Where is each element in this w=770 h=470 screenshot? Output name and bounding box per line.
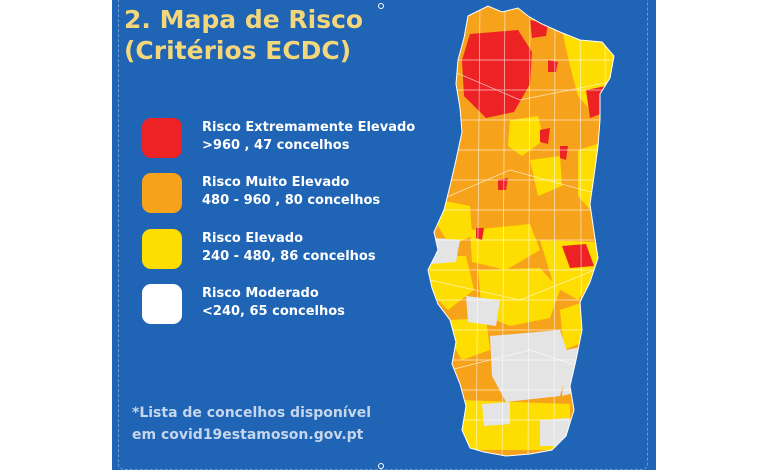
legend-label: Risco Muito Elevado bbox=[202, 175, 350, 190]
right-white-margin bbox=[656, 0, 770, 470]
risk-map-slide: 2. Mapa de Risco (Critérios ECDC) Risco … bbox=[112, 0, 656, 470]
region-extremamente-elevado-red bbox=[562, 244, 594, 268]
region-extremamente-elevado-red bbox=[560, 146, 568, 160]
region-yellow bbox=[478, 268, 560, 326]
legend-label: Risco Moderado bbox=[202, 286, 319, 301]
region-moderado-white bbox=[482, 402, 510, 426]
legend-item-moderado: Risco Moderado <240, 65 concelhos bbox=[142, 284, 442, 324]
footnote-line-2: em covid19estamoson.gov.pt bbox=[132, 427, 364, 443]
slide-subtitle: (Critérios ECDC) bbox=[124, 36, 352, 65]
region-yellow bbox=[438, 200, 472, 246]
legend-item-elevado: Risco Elevado 240 - 480, 86 concelhos bbox=[142, 229, 442, 269]
region-moderado-white bbox=[432, 238, 460, 264]
legend-label: Risco Elevado bbox=[202, 231, 304, 246]
legend-swatch-white bbox=[142, 284, 182, 324]
region-yellow bbox=[530, 156, 562, 196]
region-extremamente-elevado-red bbox=[540, 128, 550, 144]
region-yellow bbox=[470, 224, 540, 270]
portugal-outline bbox=[427, 5, 615, 457]
legend-range: <240, 65 concelhos bbox=[202, 304, 345, 319]
map-regions bbox=[428, 6, 614, 456]
legend-swatch-yellow bbox=[142, 229, 182, 269]
legend-swatch-red bbox=[142, 118, 182, 158]
frame-dot-bottom-icon bbox=[378, 463, 384, 469]
region-yellow bbox=[508, 116, 544, 156]
slide-title: 2. Mapa de Risco bbox=[124, 5, 364, 34]
region-moderado-white bbox=[540, 418, 570, 446]
portugal-risk-map bbox=[427, 5, 615, 457]
region-extremamente-elevado-red bbox=[498, 178, 508, 190]
legend-range: 240 - 480, 86 concelhos bbox=[202, 249, 376, 264]
legend-item-extremamente-elevado: Risco Extremamente Elevado >960 , 47 con… bbox=[142, 118, 442, 158]
frame-dot-top-icon bbox=[378, 3, 384, 9]
legend-range: 480 - 960 , 80 concelhos bbox=[202, 193, 381, 208]
footnote-line-1: *Lista de concelhos disponível bbox=[132, 405, 372, 421]
left-white-margin bbox=[0, 0, 112, 470]
municipality-borders bbox=[429, 6, 614, 456]
legend-item-muito-elevado: Risco Muito Elevado 480 - 960 , 80 conce… bbox=[142, 173, 442, 213]
region-moderado-white bbox=[490, 330, 570, 402]
region-yellow bbox=[428, 256, 474, 310]
legend-range: >960 , 47 concelhos bbox=[202, 138, 350, 153]
region-yellow bbox=[450, 318, 490, 360]
legend-label: Risco Extremamente Elevado bbox=[202, 120, 416, 135]
region-extremamente-elevado-red bbox=[548, 60, 558, 72]
region-moderado-white bbox=[466, 296, 500, 326]
legend-swatch-orange bbox=[142, 173, 182, 213]
